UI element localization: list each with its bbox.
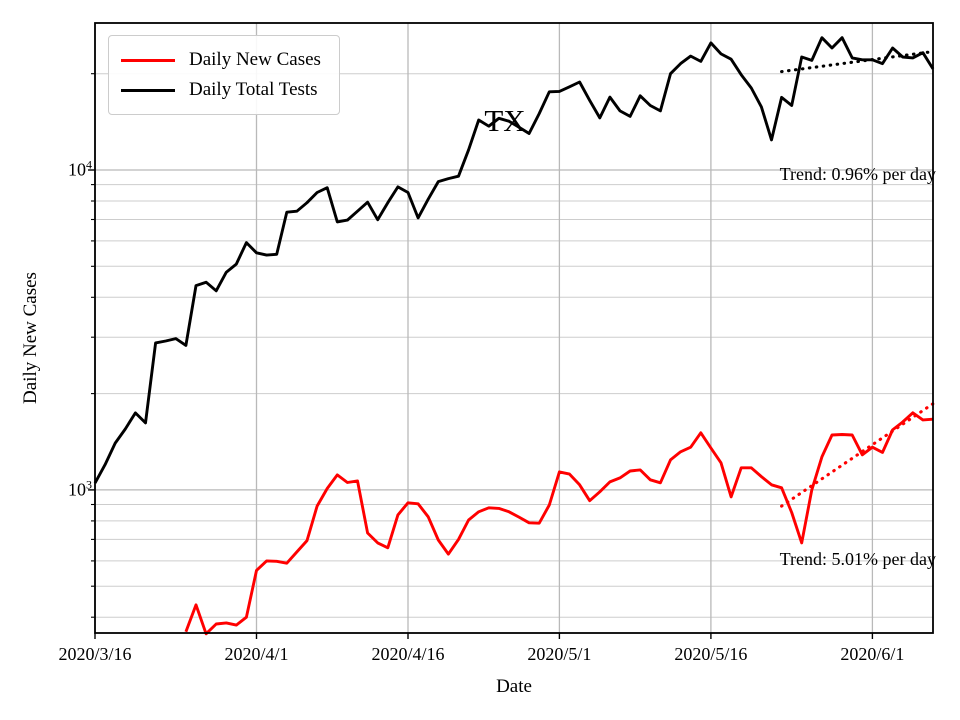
y-tick-base: 10 (68, 479, 86, 500)
trend-annotation-tests: Trend: 0.96% per day (779, 164, 936, 184)
y-tick-base: 10 (68, 159, 86, 180)
legend-label: Daily New Cases (189, 49, 321, 70)
x-tick-label: 2020/5/1 (527, 644, 592, 664)
y-tick-label-1e4: 104 (68, 157, 92, 180)
x-tick-label: 2020/4/1 (224, 644, 289, 664)
legend: Daily New Cases Daily Total Tests (108, 35, 340, 115)
legend-label: Daily Total Tests (189, 79, 318, 100)
legend-line-black (121, 88, 175, 92)
legend-item-daily-total-tests: Daily Total Tests (121, 75, 321, 105)
y-tick-label-1e3: 103 (68, 477, 92, 500)
x-tick-label: 2020/4/16 (371, 644, 445, 664)
x-tick-label: 2020/3/16 (58, 644, 132, 664)
legend-line-red (121, 58, 175, 62)
x-axis-label: Date (496, 676, 532, 697)
y-axis-label: Daily New Cases (20, 272, 41, 404)
y-tick-exp: 3 (86, 477, 92, 492)
trend-annotation-cases: Trend: 5.01% per day (779, 549, 936, 569)
legend-item-daily-new-cases: Daily New Cases (121, 45, 321, 75)
x-tick-label: 2020/5/16 (674, 644, 748, 664)
y-tick-exp: 4 (86, 157, 92, 172)
x-tick-label: 2020/6/1 (840, 644, 905, 664)
